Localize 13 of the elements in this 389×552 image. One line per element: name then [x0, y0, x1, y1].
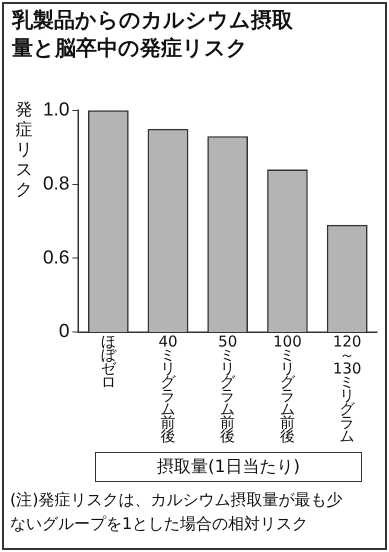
text: (注)発症リスクは、カルシウム摂取量が最も少ないグループを1とした場合の相対リスク — [10, 489, 344, 535]
x-tick-label: 120～130ミリグラム — [332, 332, 362, 446]
x-tick-label: 50ミリグラム前後 — [218, 332, 238, 446]
y-tick-label: 0.8 — [42, 174, 70, 194]
x-tick-label: 40ミリグラム前後 — [158, 332, 178, 446]
y-tick-label: 0 — [58, 321, 70, 342]
x-axis-title: 摂取量(1日当たり) — [95, 452, 362, 482]
x-tick-label: 100ミリグラム前後 — [273, 332, 302, 446]
x-tick-label: ほぼゼロ — [100, 332, 117, 392]
chart-title: 乳製品からのカルシウム摂取量と脳卒中の発症リスク — [12, 7, 294, 62]
y-tick-label: 1.0 — [42, 100, 70, 121]
y-axis-title: 発症リスク — [14, 100, 34, 200]
y-tick-label: 0.6 — [42, 247, 70, 268]
